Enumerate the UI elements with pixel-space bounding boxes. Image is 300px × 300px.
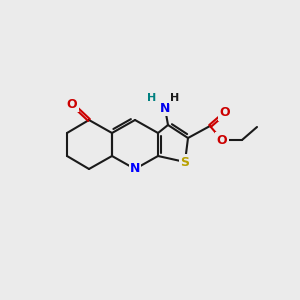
Text: H: H	[147, 93, 157, 103]
Text: S: S	[181, 155, 190, 169]
Text: N: N	[160, 101, 170, 115]
Text: N: N	[130, 163, 140, 176]
Text: O: O	[67, 98, 77, 110]
Text: O: O	[217, 134, 227, 146]
Text: O: O	[220, 106, 230, 119]
Text: H: H	[170, 93, 180, 103]
